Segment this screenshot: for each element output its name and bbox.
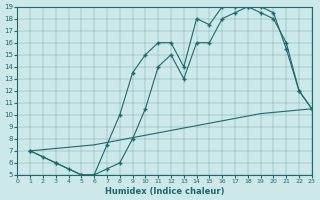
X-axis label: Humidex (Indice chaleur): Humidex (Indice chaleur) bbox=[105, 187, 224, 196]
